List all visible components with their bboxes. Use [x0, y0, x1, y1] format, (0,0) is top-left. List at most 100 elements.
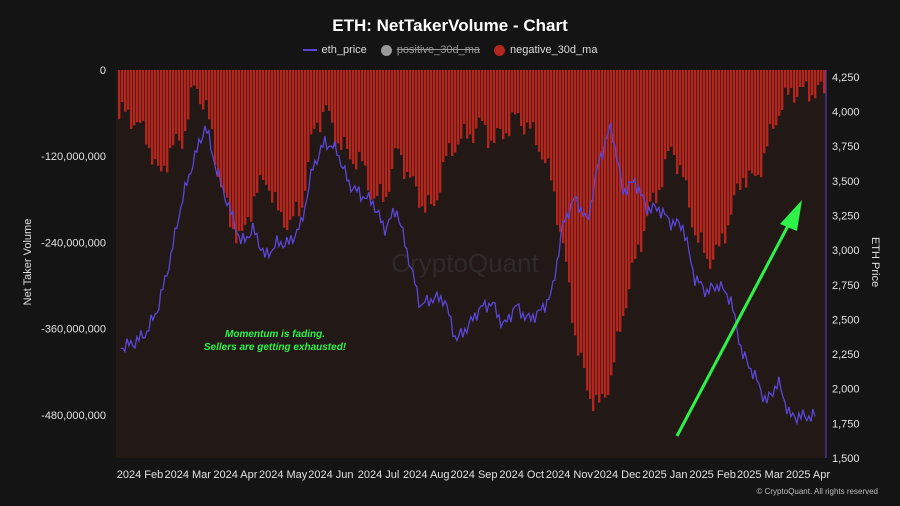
net-taker-bar — [490, 70, 493, 141]
net-taker-bar — [283, 70, 286, 228]
net-taker-bar — [130, 70, 133, 129]
net-taker-bar — [661, 70, 664, 188]
net-taker-bar — [328, 70, 331, 111]
net-taker-bar — [406, 70, 409, 172]
net-taker-bar — [556, 70, 559, 225]
net-taker-bar — [712, 70, 715, 260]
right-axis-tick-label: 2,500 — [832, 314, 860, 326]
net-taker-bar — [535, 70, 538, 146]
legend-item-eth-price[interactable]: eth_price — [302, 44, 367, 56]
x-axis: 2024 Feb 2024 Mar 2024 Apr 2024 May 2024 Jun… — [117, 469, 831, 481]
net-taker-bar — [472, 70, 475, 144]
x-axis-tick-label: 2024 Oct — [499, 469, 544, 481]
net-taker-bar — [118, 70, 121, 120]
net-taker-bar — [463, 70, 466, 124]
net-taker-bar — [562, 70, 565, 244]
net-taker-bar — [784, 70, 787, 88]
net-taker-bar — [550, 70, 553, 181]
net-taker-bar — [766, 70, 769, 147]
net-taker-bar — [139, 70, 142, 123]
net-taker-bar — [787, 70, 790, 95]
net-taker-bar — [172, 70, 175, 146]
net-taker-bar — [250, 70, 253, 222]
net-taker-bar — [235, 70, 238, 244]
net-taker-bar — [361, 70, 364, 162]
net-taker-bar — [511, 70, 514, 113]
net-taker-bar — [517, 70, 520, 113]
net-taker-bar — [394, 70, 397, 149]
net-taker-bar — [823, 70, 826, 94]
net-taker-bar — [670, 70, 673, 147]
net-taker-bar — [151, 70, 154, 165]
net-taker-bar — [532, 70, 535, 123]
net-taker-bar — [679, 70, 682, 166]
net-taker-bar — [397, 70, 400, 149]
net-taker-bar — [706, 70, 709, 259]
net-taker-bar — [349, 70, 352, 160]
net-taker-bar — [385, 70, 388, 197]
net-taker-bar — [457, 70, 460, 145]
net-taker-bar — [448, 70, 451, 144]
net-taker-bar — [811, 70, 814, 96]
net-taker-bar — [502, 70, 505, 140]
net-taker-bar — [547, 70, 550, 159]
net-taker-bar — [619, 70, 622, 332]
net-taker-bar — [814, 70, 817, 99]
net-taker-bar — [367, 70, 370, 191]
net-taker-bar — [382, 70, 385, 202]
net-taker-bar — [817, 70, 820, 86]
net-taker-bar — [742, 70, 745, 178]
net-taker-bar — [697, 70, 700, 243]
legend-item-negative-30d-ma[interactable]: negative_30d_ma — [493, 44, 597, 56]
net-taker-bar — [433, 70, 436, 207]
net-taker-bar — [295, 70, 298, 202]
net-taker-bar — [640, 70, 643, 252]
right-axis-tick-label: 1,750 — [832, 418, 860, 430]
net-taker-bar — [574, 70, 577, 336]
net-taker-bar — [775, 70, 778, 126]
net-taker-bar — [163, 70, 166, 166]
net-taker-bar — [124, 70, 127, 112]
net-taker-bar — [370, 70, 373, 200]
net-taker-bar — [136, 70, 139, 123]
net-taker-bar — [310, 70, 313, 135]
net-taker-bar — [196, 70, 199, 89]
net-taker-bar — [148, 70, 151, 148]
net-taker-bar — [649, 70, 652, 202]
net-taker-bar — [127, 70, 130, 110]
x-axis-tick-label: 2025 Feb — [689, 469, 735, 481]
net-taker-bar — [430, 70, 433, 205]
net-taker-bar — [724, 70, 727, 244]
right-axis-tick-label: 2,750 — [832, 280, 860, 292]
legend-label: eth_price — [321, 44, 367, 56]
right-axis-tick-label: 3,000 — [832, 245, 860, 257]
net-taker-bar — [388, 70, 391, 192]
net-taker-bar — [727, 70, 730, 226]
net-taker-bar — [808, 70, 811, 102]
chart-title: ETH: NetTakerVolume - Chart — [332, 16, 568, 35]
net-taker-bar — [181, 70, 184, 149]
net-taker-bar — [271, 70, 274, 203]
net-taker-bar — [475, 70, 478, 129]
net-taker-bar — [427, 70, 430, 196]
net-taker-bar — [454, 70, 457, 153]
net-taker-bar — [607, 70, 610, 395]
net-taker-bar — [484, 70, 487, 125]
legend-item-positive-30d-ma[interactable]: positive_30d_ma — [380, 44, 480, 56]
net-taker-bar — [142, 70, 145, 121]
net-taker-bar — [208, 70, 211, 120]
net-taker-bar — [358, 70, 361, 152]
net-taker-bar — [277, 70, 280, 211]
net-taker-bar — [391, 70, 394, 169]
net-taker-bar — [337, 70, 340, 144]
net-taker-bar — [187, 70, 190, 120]
x-axis-tick-label: 2024 May — [259, 469, 308, 481]
net-taker-bar — [586, 70, 589, 391]
net-taker-bar — [820, 70, 823, 82]
net-taker-bar — [631, 70, 634, 263]
net-taker-bar — [160, 70, 163, 172]
net-taker-bar — [652, 70, 655, 193]
x-axis-tick-label: 2024 Feb — [117, 469, 163, 481]
